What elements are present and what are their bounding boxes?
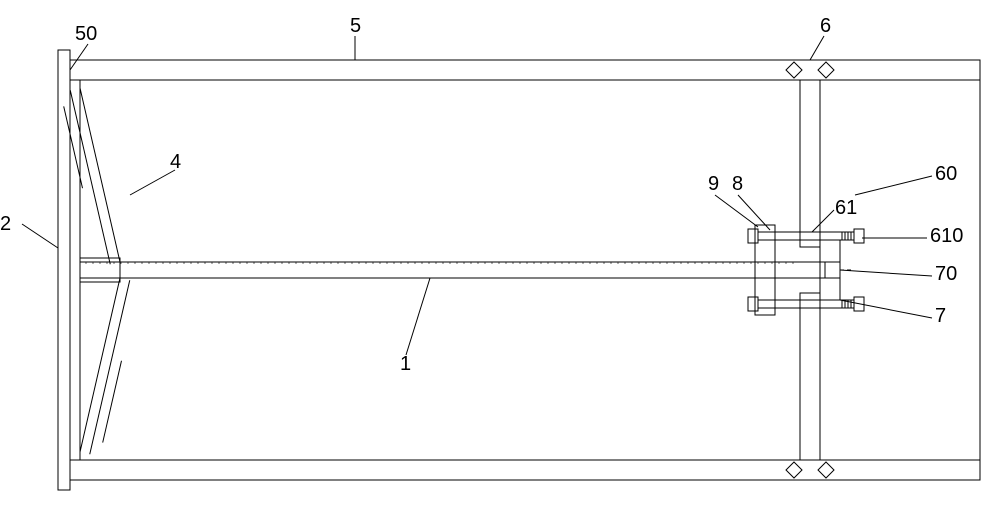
- sleeve-lower: [820, 278, 840, 300]
- shell-bottom: [70, 460, 980, 480]
- lbl1: 1: [400, 353, 411, 375]
- lbl5: 5: [350, 15, 361, 37]
- lbl7: 7: [935, 305, 946, 327]
- lbl8: 8: [732, 173, 743, 195]
- lbl4: 4: [170, 151, 181, 173]
- vertical-wall-upper: [800, 80, 820, 247]
- sleeve-upper: [820, 240, 840, 262]
- seal-3: [818, 462, 834, 478]
- shell-top: [70, 60, 980, 80]
- lbl6: 6: [820, 15, 831, 37]
- lbl610: 610: [930, 225, 963, 247]
- lbl61: 61: [835, 197, 857, 219]
- lbl70: 70: [935, 263, 957, 285]
- bolt-1: [748, 297, 864, 311]
- lbl60: 60: [935, 163, 957, 185]
- lbl9: 9: [708, 173, 719, 195]
- left-plate: [58, 50, 70, 490]
- lbl50: 50: [75, 23, 97, 45]
- seal-0: [786, 62, 802, 78]
- seal-2: [786, 462, 802, 478]
- vertical-wall-lower: [800, 293, 820, 460]
- shaft: [80, 262, 825, 278]
- lbl2: 2: [0, 213, 11, 235]
- bolt-0: [748, 229, 864, 243]
- seal-1: [818, 62, 834, 78]
